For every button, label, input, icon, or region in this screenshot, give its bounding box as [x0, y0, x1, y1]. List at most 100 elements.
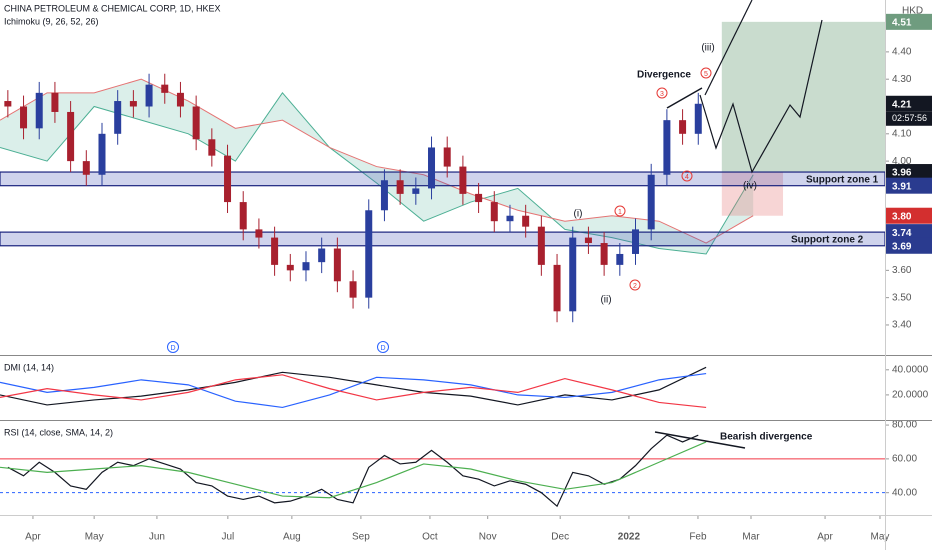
y-tick-label: 60.00	[892, 454, 917, 465]
dividend-label: D	[170, 345, 175, 352]
price-label: 3.80	[892, 211, 912, 222]
indicator-line	[0, 441, 707, 499]
candle-body	[98, 133, 106, 175]
candle-body	[459, 166, 467, 194]
candle-body	[239, 202, 247, 230]
countdown: 02:57:56	[892, 113, 927, 123]
y-tick-label: 3.40	[892, 320, 912, 331]
candle-body	[349, 281, 357, 298]
x-tick-label: Oct	[422, 532, 438, 543]
candle-body	[396, 180, 404, 194]
price-label: 4.51	[892, 17, 912, 28]
indicator-label: Ichimoku (9, 26, 52, 26)	[4, 16, 99, 26]
wave-marker	[656, 87, 668, 99]
loss-zone	[721, 172, 784, 216]
candle-body	[365, 210, 373, 298]
x-tick-label: May	[85, 532, 104, 543]
price-label-box	[886, 177, 932, 194]
candle-body	[176, 92, 184, 107]
price-label: 3.69	[892, 241, 912, 252]
candle-body	[522, 215, 530, 227]
wave-number: 4	[685, 174, 689, 181]
cloud-span_a	[0, 92, 754, 255]
candle-body	[380, 180, 388, 211]
divergence-line	[666, 87, 703, 109]
projection-line	[704, 0, 753, 96]
candle-body	[694, 103, 702, 134]
price-label-box	[886, 13, 932, 30]
symbol-title: CHINA PETROLEUM & CHEMICAL CORP, 1D, HKE…	[4, 3, 221, 13]
bearish-divergence-line	[654, 431, 746, 449]
candle-body	[553, 264, 561, 312]
wave-marker	[629, 279, 641, 291]
candle-body	[584, 237, 592, 244]
wave-number: 2	[633, 283, 637, 290]
dmi-label: DMI (14, 14)	[4, 362, 54, 372]
price-label: 3.74	[892, 228, 912, 239]
candle-body	[506, 215, 514, 222]
candle-body	[616, 253, 624, 265]
annotation: Divergence	[637, 70, 691, 81]
currency: HKD	[902, 6, 923, 17]
candle-body	[129, 101, 137, 107]
y-tick-label: 40.00	[892, 487, 917, 498]
candle-body	[537, 226, 545, 265]
y-tick-label: 80.00	[892, 420, 917, 431]
candle-body	[145, 84, 153, 107]
x-tick-label: Aug	[283, 532, 301, 543]
candle-body	[20, 106, 28, 129]
y-tick-label: 3.60	[892, 265, 912, 276]
indicator-line	[0, 374, 707, 409]
candle-body	[412, 188, 420, 194]
candle-body	[161, 84, 169, 93]
candle-body	[679, 120, 687, 134]
candle-body	[569, 237, 577, 312]
price-label: 3.96	[892, 168, 912, 179]
wave-number: 5	[704, 71, 708, 78]
x-tick-label: Jun	[149, 532, 165, 543]
candle-body	[600, 243, 608, 265]
y-tick-label: 4.00	[892, 156, 912, 167]
annotation: (iv)	[743, 181, 757, 192]
x-tick-label: 2022	[618, 532, 641, 543]
annotation: (i)	[574, 209, 583, 220]
candle-body	[663, 120, 671, 175]
candle-body	[51, 92, 59, 112]
candle-body	[114, 101, 122, 134]
cloud-span_b	[0, 78, 754, 244]
candle-body	[4, 101, 12, 107]
zone-label: Support zone 1	[806, 175, 879, 186]
candle-body	[333, 248, 341, 282]
price-label: 4.21	[892, 99, 912, 110]
candle-body	[35, 92, 43, 129]
x-tick-label: May	[871, 532, 890, 543]
y-tick-label: 4.30	[892, 74, 912, 85]
rsi-label: RSI (14, close, SMA, 14, 2)	[4, 427, 113, 437]
x-tick-label: Jul	[221, 532, 234, 543]
dividend-marker	[167, 341, 179, 353]
price-label: 3.91	[892, 181, 912, 192]
candle-body	[208, 139, 216, 156]
candle-body	[224, 155, 232, 203]
y-tick-label: 40.0000	[892, 364, 929, 375]
projection-path	[699, 19, 823, 174]
countdown-box	[886, 111, 932, 126]
annotation: (iii)	[701, 43, 714, 54]
x-tick-label: Apr	[25, 532, 41, 543]
support-zone	[0, 231, 886, 247]
dividend-marker	[377, 341, 389, 353]
candle-body	[632, 229, 640, 254]
wave-number: 3	[660, 91, 664, 98]
candle-body	[67, 111, 75, 162]
price-label-box	[886, 164, 932, 181]
zone-label: Support zone 2	[791, 235, 864, 246]
candle-body	[443, 147, 451, 167]
indicator-line	[0, 372, 707, 409]
wave-marker	[681, 170, 693, 182]
x-tick-label: Mar	[742, 532, 760, 543]
price-label-box	[886, 207, 932, 224]
price-label-box	[886, 224, 932, 241]
wave-marker	[614, 205, 626, 217]
